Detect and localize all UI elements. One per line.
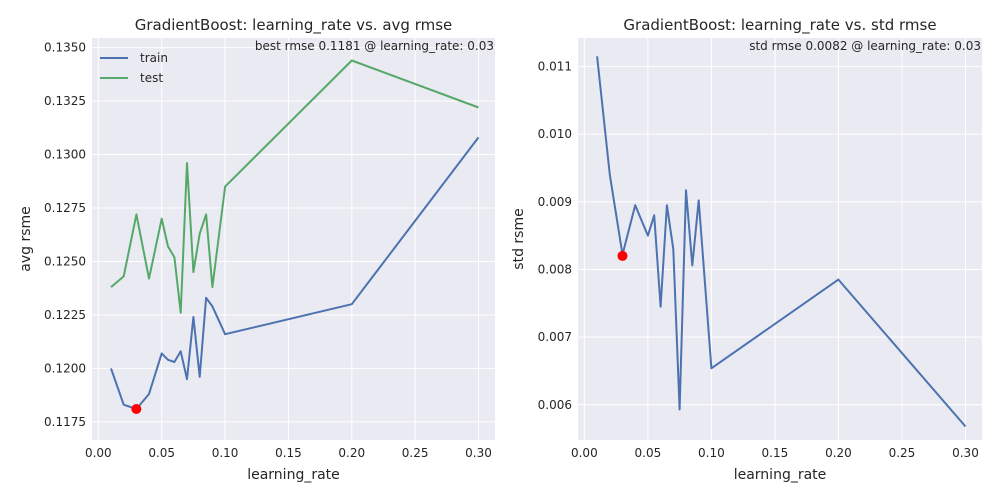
x-tick-label: 0.10 — [212, 446, 239, 460]
y-tick-label: 0.008 — [538, 262, 572, 276]
x-tick-label: 0.05 — [635, 446, 662, 460]
series-line-test — [110, 59, 479, 314]
y-tick-label: 0.006 — [538, 398, 572, 412]
y-tick-label: 0.1175 — [44, 415, 86, 429]
x-axis-label: learning_rate — [247, 467, 340, 483]
y-tick-label: 0.1325 — [44, 94, 86, 108]
x-tick-label: 0.15 — [762, 446, 789, 460]
best-point-marker — [131, 403, 142, 414]
x-tick-label: 0.10 — [698, 446, 725, 460]
plot-area — [92, 38, 495, 440]
x-tick-label: 0.15 — [275, 446, 302, 460]
y-tick-label: 0.007 — [538, 330, 572, 344]
chart-title: GradientBoost: learning_rate vs. avg rms… — [135, 16, 453, 35]
x-axis-label: learning_rate — [734, 467, 827, 483]
x-tick-label: 0.20 — [825, 446, 852, 460]
y-axis-label: std rsme — [511, 208, 527, 269]
legend-label-train: train — [140, 51, 168, 65]
legend-label-test: test — [140, 71, 163, 85]
y-tick-label: 0.1275 — [44, 201, 86, 215]
x-tick-label: 0.00 — [571, 446, 598, 460]
legend: train test — [100, 51, 168, 85]
best-annotation: std rmse 0.0082 @ learning_rate: 0.03 — [749, 39, 981, 53]
x-tick-label: 0.20 — [338, 446, 365, 460]
series-line-series-1 — [596, 56, 967, 428]
y-axis-label: avg rsme — [18, 206, 34, 272]
chart-panel-2: 0.00 0.05 0.10 0.15 0.20 0.25 0.30 0.006 0.007 0.… — [511, 16, 982, 483]
best-annotation: best rmse 0.1181 @ learning_rate: 0.03 — [255, 39, 494, 53]
x-tick-label: 0.25 — [402, 446, 429, 460]
plot-area — [578, 38, 982, 440]
y-tick-label: 0.1225 — [44, 308, 86, 322]
x-tick-label: 0.00 — [85, 446, 112, 460]
best-point-marker — [617, 250, 628, 261]
x-tick-label: 0.30 — [465, 446, 492, 460]
chart-panel-1: 0.00 0.05 0.10 0.15 0.20 0.25 0.30 0.1175 0.1200… — [18, 16, 495, 483]
y-tick-label: 0.1300 — [44, 148, 86, 162]
x-tick-label: 0.30 — [952, 446, 979, 460]
y-tick-label: 0.009 — [538, 195, 572, 209]
y-tick-label: 0.1200 — [44, 361, 86, 375]
x-tick-label: 0.25 — [889, 446, 916, 460]
y-tick-label: 0.1350 — [44, 41, 86, 55]
y-tick-label: 0.011 — [538, 59, 572, 73]
y-tick-label: 0.010 — [538, 127, 572, 141]
series-line-train — [110, 136, 480, 410]
chart-title: GradientBoost: learning_rate vs. std rms… — [623, 16, 936, 35]
y-tick-label: 0.1250 — [44, 254, 86, 268]
x-tick-label: 0.05 — [148, 446, 175, 460]
